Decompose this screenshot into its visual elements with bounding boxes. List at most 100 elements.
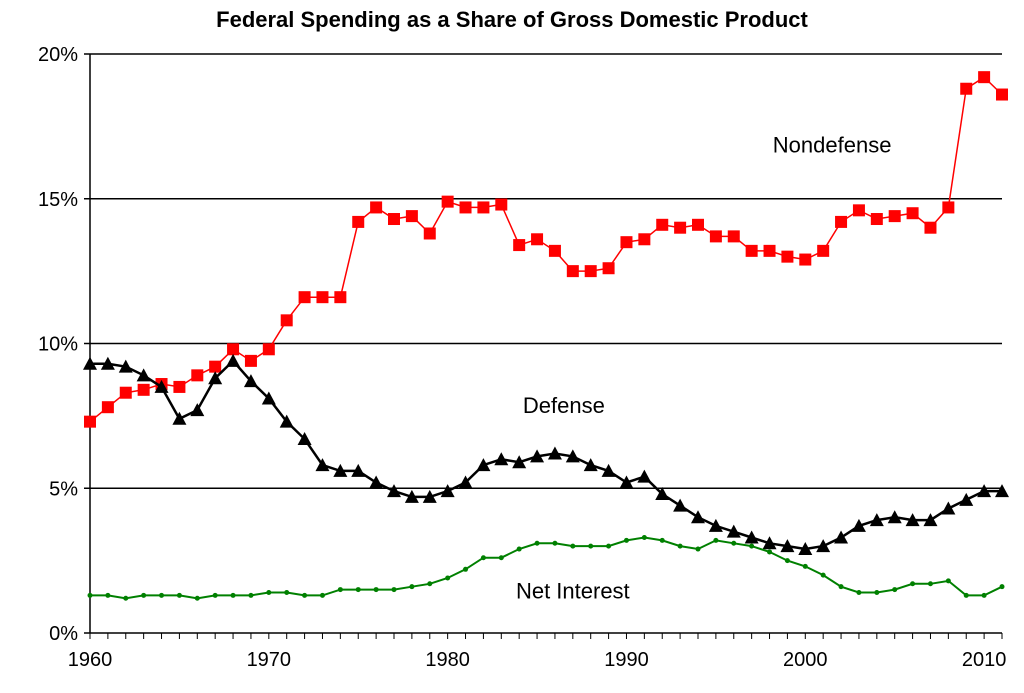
series-line-nondefense: [89, 76, 1003, 423]
data-point-defense: [851, 518, 866, 532]
data-point-net-interest: [373, 587, 379, 593]
data-point-defense: [512, 455, 527, 469]
data-point-defense: [172, 411, 187, 425]
data-point-defense: [941, 501, 956, 515]
data-point-defense: [869, 513, 884, 527]
data-point-nondefense: [656, 218, 669, 231]
data-point-net-interest: [999, 584, 1005, 590]
data-point-net-interest: [266, 589, 272, 595]
data-point-nondefense: [924, 221, 937, 234]
series-line-defense: [90, 359, 1002, 551]
data-point-nondefense: [173, 380, 186, 393]
data-point-nondefense: [280, 314, 293, 327]
data-point-nondefense: [620, 236, 633, 249]
data-point-net-interest: [892, 587, 898, 593]
data-point-defense: [154, 379, 169, 393]
data-point-nondefense: [781, 250, 794, 263]
data-point-net-interest: [981, 592, 987, 598]
data-point-net-interest: [731, 540, 737, 546]
x-tick-label: 1980: [425, 649, 470, 671]
x-tick-label: 1990: [604, 649, 649, 671]
data-point-net-interest: [230, 592, 236, 598]
data-point-nondefense: [244, 354, 257, 367]
data-point-net-interest: [409, 584, 415, 590]
data-point-defense: [691, 510, 705, 524]
data-point-net-interest: [945, 578, 951, 584]
data-point-defense: [565, 449, 580, 463]
data-point-nondefense: [101, 401, 114, 414]
data-point-net-interest: [194, 595, 200, 601]
axes: [84, 53, 1003, 639]
data-point-net-interest: [534, 540, 540, 546]
data-point-defense: [744, 530, 759, 544]
data-point-nondefense: [799, 253, 812, 266]
data-point-nondefense: [888, 210, 901, 223]
data-point-nondefense: [495, 198, 508, 211]
data-point-defense: [440, 484, 455, 498]
data-point-net-interest: [641, 534, 647, 540]
data-point-nondefense: [262, 343, 275, 356]
data-point-net-interest: [284, 589, 290, 595]
data-point-defense: [261, 391, 276, 405]
series-label: Nondefense: [773, 132, 892, 157]
data-point-defense: [923, 513, 938, 527]
series-label: Defense: [523, 393, 605, 418]
data-point-net-interest: [141, 592, 147, 598]
data-point-nondefense: [459, 201, 472, 214]
data-point-defense: [619, 475, 634, 489]
data-point-net-interest: [427, 581, 433, 587]
data-point-nondefense: [334, 291, 347, 304]
data-point-net-interest: [302, 592, 308, 598]
data-point-nondefense: [942, 201, 955, 214]
data-point-defense: [887, 510, 902, 524]
data-point-nondefense: [727, 230, 740, 243]
data-point-net-interest: [570, 543, 576, 549]
data-point-nondefense: [227, 343, 240, 356]
data-point-nondefense: [745, 244, 758, 257]
data-point-net-interest: [319, 592, 325, 598]
data-point-net-interest: [159, 592, 165, 598]
data-point-defense: [190, 403, 205, 417]
annotations: Nondefense Defense Net Interest: [516, 132, 891, 603]
data-point-net-interest: [355, 587, 361, 593]
y-tick-labels: 0% 5% 10% 15% 20%: [38, 44, 78, 645]
data-point-nondefense: [674, 221, 687, 234]
data-point-net-interest: [463, 566, 469, 572]
series-group: [83, 71, 1009, 601]
data-point-net-interest: [105, 592, 111, 598]
series-net-interest: [87, 534, 1005, 601]
data-point-nondefense: [584, 265, 597, 278]
data-point-nondefense: [209, 360, 222, 373]
data-point-defense: [243, 374, 258, 388]
data-point-defense: [297, 432, 312, 446]
data-point-net-interest: [445, 575, 451, 581]
data-point-net-interest: [856, 589, 862, 595]
data-point-defense: [673, 498, 688, 512]
data-point-defense: [279, 414, 294, 428]
data-point-net-interest: [176, 592, 182, 598]
data-point-nondefense: [352, 215, 365, 228]
data-point-nondefense: [513, 239, 526, 252]
data-point-net-interest: [963, 592, 969, 598]
data-point-net-interest: [802, 563, 808, 569]
data-point-defense: [422, 489, 437, 503]
data-point-defense: [547, 446, 562, 460]
data-point-net-interest: [927, 581, 933, 587]
data-point-defense: [762, 536, 777, 550]
data-point-defense: [136, 368, 151, 382]
data-point-net-interest: [784, 558, 790, 564]
data-point-defense: [476, 458, 491, 472]
x-tick-label: 2000: [783, 649, 828, 671]
data-point-nondefense: [388, 213, 400, 226]
data-point-nondefense: [996, 88, 1008, 101]
data-point-defense: [583, 458, 598, 472]
data-point-defense: [315, 458, 330, 472]
chart-title: Federal Spending as a Share of Gross Dom…: [216, 7, 808, 32]
data-point-defense: [351, 463, 366, 477]
data-point-defense: [494, 452, 509, 466]
data-point-net-interest: [552, 540, 558, 546]
data-point-defense: [226, 353, 241, 367]
data-point-nondefense: [602, 262, 615, 275]
data-point-net-interest: [498, 555, 504, 561]
